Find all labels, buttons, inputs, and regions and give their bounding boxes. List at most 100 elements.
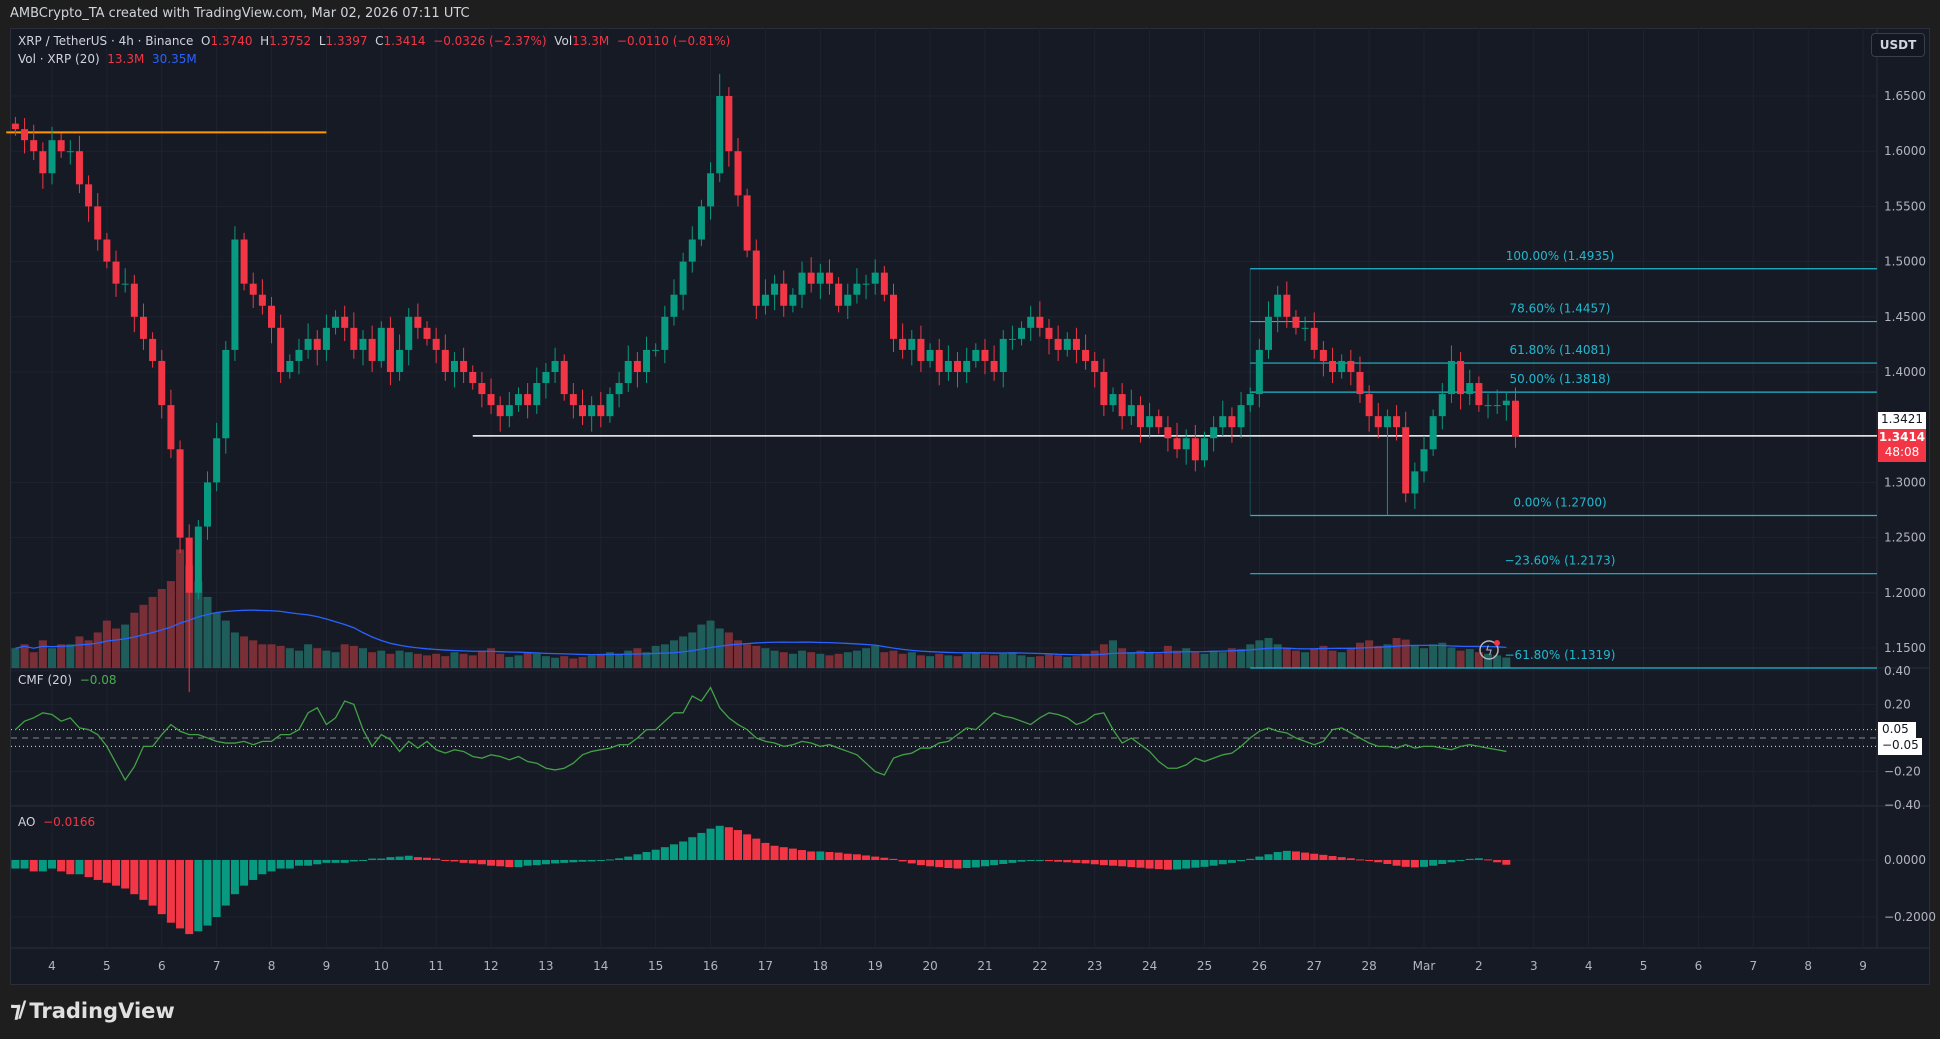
volume-bar xyxy=(1090,650,1099,668)
time-tick-label: 10 xyxy=(374,959,389,973)
last-price-value: 1.3414 xyxy=(1878,430,1926,444)
candle-body xyxy=(853,283,861,295)
volume-legend[interactable]: Vol · XRP (20) 13.3M 30.35M xyxy=(18,52,197,66)
candle-body xyxy=(734,151,742,196)
volume-bar xyxy=(157,589,166,668)
volume-bar xyxy=(1063,656,1072,668)
candle-body xyxy=(1420,449,1428,472)
chart-frame[interactable] xyxy=(10,28,1930,985)
ao-bar xyxy=(935,860,944,868)
candle-body xyxy=(1283,294,1291,317)
ao-bar xyxy=(1209,860,1218,866)
ao-bar xyxy=(596,860,605,861)
open-value: 1.3740 xyxy=(210,34,253,48)
candle-body xyxy=(1173,438,1181,450)
volume-bar xyxy=(523,652,532,668)
volume-bar xyxy=(377,650,386,668)
ao-bar xyxy=(990,860,999,866)
volume-bar xyxy=(898,653,907,668)
symbol-legend: XRP / TetherUS · 4h · Binance O1.3740 H1… xyxy=(18,34,730,48)
ao-bar xyxy=(1200,860,1209,867)
ao-bar xyxy=(267,860,276,872)
ao-bar xyxy=(358,860,367,861)
time-tick-label: 25 xyxy=(1197,959,1212,973)
ao-bar xyxy=(121,860,130,889)
time-tick-label: 27 xyxy=(1307,959,1322,973)
ao-bar xyxy=(203,860,212,926)
volume-bar xyxy=(862,648,871,668)
ao-bar xyxy=(1227,860,1236,863)
vol-value: 13.3M xyxy=(572,34,610,48)
candle-body xyxy=(1347,360,1355,372)
candle-body xyxy=(707,173,715,207)
volume-bar xyxy=(843,652,852,668)
ao-bar xyxy=(916,860,925,866)
price-tick-label: 1.1500 xyxy=(1884,641,1926,655)
candle-body xyxy=(167,405,175,450)
currency-button[interactable]: USDT xyxy=(1871,33,1925,57)
candle-body xyxy=(1091,360,1099,372)
candle-body xyxy=(1310,327,1318,350)
candle-body xyxy=(213,438,221,483)
volume-bar xyxy=(1173,650,1182,668)
candle-body xyxy=(313,338,321,350)
volume-bar xyxy=(38,640,47,668)
volume-bar xyxy=(1118,648,1127,668)
open-label: O xyxy=(201,34,211,48)
candle-body xyxy=(149,338,157,361)
candle-body xyxy=(194,526,202,593)
ao-bar xyxy=(669,844,678,860)
ao-bar xyxy=(441,860,450,861)
ao-tick-label: 0.0000 xyxy=(1884,853,1926,867)
volume-bar xyxy=(294,650,303,668)
volume-bar xyxy=(971,652,980,668)
ao-value: −0.0166 xyxy=(43,815,96,829)
cmf-value: −0.08 xyxy=(79,673,117,687)
ao-bar xyxy=(1145,860,1154,869)
ao-label: AO xyxy=(18,815,36,829)
volume-bar xyxy=(770,650,779,668)
ao-bar xyxy=(1044,860,1053,862)
candle-body xyxy=(1228,416,1236,428)
cmf-tick-label: 0.40 xyxy=(1884,664,1911,678)
ao-bar xyxy=(48,860,56,869)
time-tick-label: 9 xyxy=(1859,959,1867,973)
ao-bar xyxy=(825,852,834,860)
volume-bar xyxy=(852,650,861,668)
candle-body xyxy=(1210,427,1218,439)
candle-body xyxy=(203,482,211,527)
candle-body xyxy=(825,272,833,284)
volume-bar xyxy=(1200,653,1209,668)
volume-bar xyxy=(706,620,715,668)
volume-bar xyxy=(532,653,541,668)
ao-bar xyxy=(1392,860,1401,866)
volume-bar xyxy=(1227,648,1236,668)
tradingview-logo[interactable]: ⁊/ TradingView xyxy=(10,998,175,1023)
volume-bar xyxy=(743,644,752,668)
symbol-title[interactable]: XRP / TetherUS · 4h · Binance xyxy=(18,34,194,48)
last-price-label: 1.3414 48:08 xyxy=(1878,429,1926,462)
volume-bar xyxy=(788,653,797,668)
volume-bar xyxy=(395,650,404,668)
volume-bar xyxy=(1410,645,1419,668)
volume-bar xyxy=(368,652,377,668)
time-tick-label: 18 xyxy=(813,959,828,973)
volume-bar xyxy=(697,624,706,668)
cmf-legend[interactable]: CMF (20) −0.08 xyxy=(18,673,117,687)
candle-body xyxy=(1393,416,1401,428)
candle-body xyxy=(469,372,477,384)
volume-bar xyxy=(1493,655,1502,668)
ao-bar xyxy=(624,856,633,860)
candle-body xyxy=(505,405,513,417)
time-tick-label: 8 xyxy=(1804,959,1812,973)
candle-body xyxy=(661,316,669,350)
candle-body xyxy=(249,283,257,295)
time-tick-label: 28 xyxy=(1361,959,1376,973)
ao-bar xyxy=(734,830,742,860)
candle-body xyxy=(1164,427,1172,439)
volume-bar xyxy=(358,648,367,668)
ao-bar xyxy=(258,860,267,875)
price-tick-label: 1.4500 xyxy=(1884,310,1926,324)
ao-legend[interactable]: AO −0.0166 xyxy=(18,815,95,829)
